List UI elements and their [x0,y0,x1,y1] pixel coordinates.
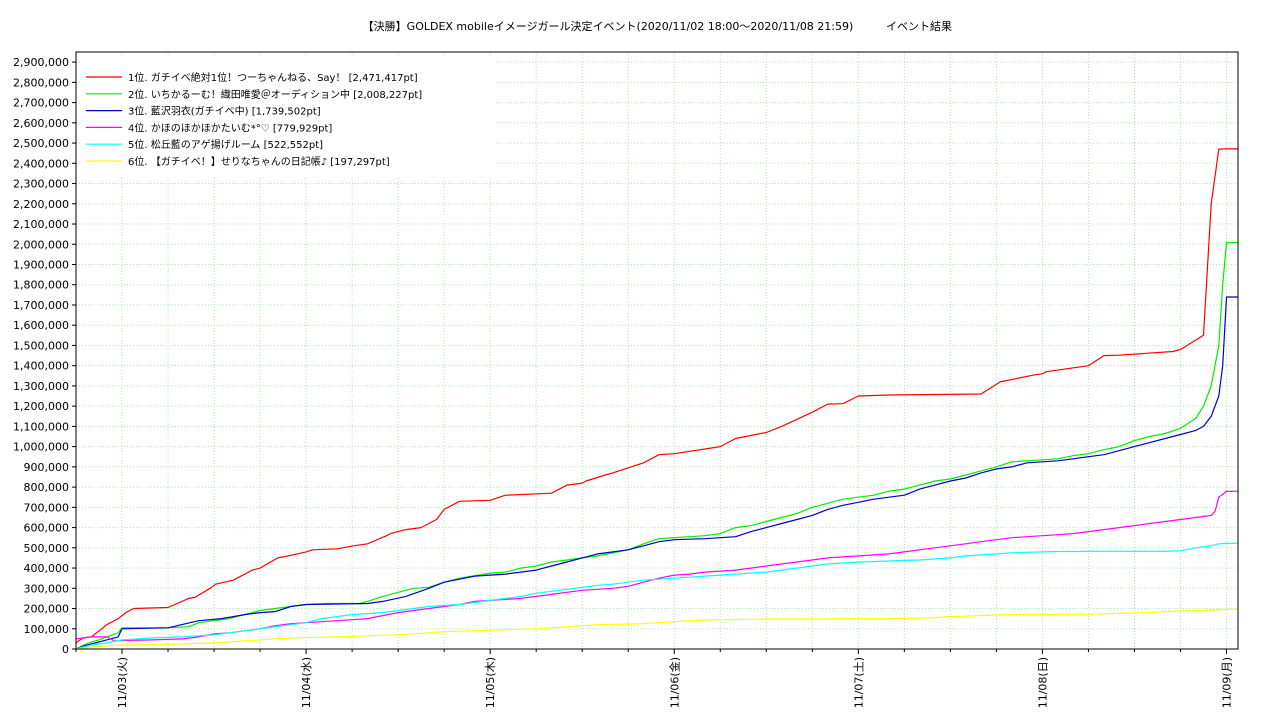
x-tick-label: 11/07(土) [852,657,865,708]
y-tick-label: 300,000 [24,582,70,595]
legend-label: 5位. 松丘藍のアゲ揚げルーム [522,552pt] [128,138,323,151]
y-tick-label: 1,500,000 [13,339,69,352]
y-tick-label: 1,600,000 [13,319,69,332]
y-tick-label: 0 [62,643,69,656]
x-tick-label: 11/08(日) [1036,657,1049,708]
y-tick-label: 100,000 [24,623,70,636]
legend-label: 1位. ガチイベ絶対1位！つーちゃんねる、Say！ [2,471,417pt] [128,71,418,84]
y-tick-label: 600,000 [24,522,70,535]
chart-subtitle: イベント結果 [886,19,952,33]
y-tick-label: 700,000 [24,501,70,514]
y-tick-label: 2,100,000 [13,218,69,231]
y-tick-label: 2,700,000 [13,97,69,110]
y-tick-label: 2,200,000 [13,198,69,211]
x-tick-label: 11/04(水) [300,657,313,708]
legend: 1位. ガチイベ絶対1位！つーちゃんねる、Say！ [2,471,417pt] 2… [80,58,495,176]
series-line [75,608,1239,650]
x-tick-label: 11/05(木) [484,657,497,708]
y-tick-label: 1,800,000 [13,279,69,292]
legend-background [80,58,495,176]
x-tick-label: 11/06(金) [667,657,681,708]
series-line [75,490,1239,642]
y-tick-label: 2,900,000 [13,56,69,69]
y-tick-label: 1,400,000 [13,360,69,373]
legend-label: 3位. 藍沢羽衣(ガチイベ中) [1,739,502pt] [128,105,321,118]
y-axis: 0 100,000 200,000 300,000 400,000 500,000 600,… [13,56,76,656]
y-tick-label: 2,600,000 [13,117,69,130]
plot-frame [75,51,1239,650]
legend-label: 4位. かほのほかほかたいむ*°♡ [779,929pt] [128,121,332,134]
y-tick-label: 2,000,000 [13,238,69,251]
y-tick-label: 900,000 [24,461,70,474]
series-line [75,542,1239,650]
y-tick-label: 1,300,000 [13,380,69,393]
y-tick-label: 2,500,000 [13,137,69,150]
legend-label: 2位. いちかるーむ！織田唯愛＠オーディション中 [2,008,227pt] [128,88,422,101]
legend-label: 6位. 【ガチイベ！】せりなちゃんの日記帳♪ [197,297pt] [128,155,390,168]
series-line [75,148,1238,644]
series-lines [75,148,1239,650]
y-tick-label: 1,700,000 [13,299,69,312]
x-axis: 11/03(火) 11/04(水) 11/05(木) 11/06(金) 11/07(土)… [75,649,1233,708]
series-line [75,242,1238,650]
y-tick-label: 2,800,000 [13,76,69,89]
y-tick-label: 400,000 [24,562,70,575]
y-tick-label: 1,900,000 [13,258,69,271]
y-tick-label: 2,400,000 [13,157,69,170]
chart-title: 【決勝】GOLDEX mobileイメージガール決定イベント(2020/11/0… [363,19,854,33]
y-tick-label: 500,000 [24,542,70,555]
y-tick-label: 200,000 [24,603,70,616]
y-tick-label: 1,000,000 [13,441,69,454]
x-tick-label: 11/09(月) [1220,657,1233,708]
y-tick-label: 800,000 [24,481,70,494]
series-line [75,296,1238,650]
y-tick-label: 2,300,000 [13,178,69,191]
x-tick-label: 11/03(火) [116,657,129,708]
y-tick-label: 1,200,000 [13,400,69,413]
y-tick-label: 1,100,000 [13,420,69,433]
